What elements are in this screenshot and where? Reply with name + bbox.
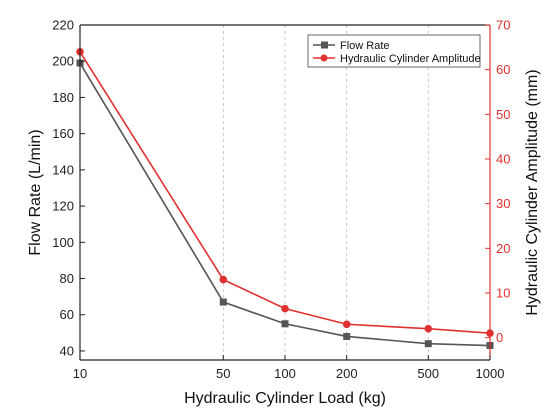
x-tick-label-100: 100 xyxy=(274,366,296,381)
series-line-hydraulic-cylinder-amplitude xyxy=(79,51,491,334)
point-flow-rate-50 xyxy=(219,298,227,306)
y-left-tick-label-120: 120 xyxy=(52,199,74,214)
y-left-tick-label-140: 140 xyxy=(52,162,74,177)
x-tick-label-1000: 1000 xyxy=(476,366,505,381)
y-right-tick-label-50: 50 xyxy=(496,107,510,122)
grid-layer xyxy=(222,25,429,360)
y-right-tick-label-10: 10 xyxy=(496,286,510,301)
y-left-tick-label-200: 200 xyxy=(52,54,74,69)
y-left-tick-label-220: 220 xyxy=(52,18,74,33)
y-left-tick-label-80: 80 xyxy=(60,271,74,286)
x-tick-label-50: 50 xyxy=(216,366,230,381)
x-tick-label-10: 10 xyxy=(73,366,87,381)
legend-box xyxy=(307,34,481,68)
point-hydraulic-cylinder-amplitude-50 xyxy=(219,275,228,284)
legend: Flow Rate Hydraulic Cylinder Amplitude xyxy=(307,34,481,68)
y-right-tick-label-40: 40 xyxy=(496,152,510,167)
point-flow-rate-500 xyxy=(424,340,432,348)
legend-label-flow-rate: Flow Rate xyxy=(340,40,390,52)
x-tick-label-500: 500 xyxy=(417,366,439,381)
y-left-tick-label-180: 180 xyxy=(52,90,74,105)
point-hydraulic-cylinder-amplitude-100 xyxy=(281,304,289,313)
x-tick-label-200: 200 xyxy=(336,366,358,381)
y-axis-left-title: Flow Rate (L/min) xyxy=(27,129,44,255)
point-flow-rate-100 xyxy=(281,320,289,328)
y-axis-right-title: Hydraulic Cylinder Amplitude (mm) xyxy=(524,69,541,315)
point-flow-rate-200 xyxy=(343,332,351,340)
axes-layer: 10 50 100 200 500 100040608010012014016018020… xyxy=(52,18,510,382)
x-axis-title: Hydraulic Cylinder Load (kg) xyxy=(184,390,386,407)
point-hydraulic-cylinder-amplitude-500 xyxy=(424,324,433,333)
legend-marker-amplitude xyxy=(320,54,328,62)
y-left-tick-label-100: 100 xyxy=(52,235,74,250)
series-line-flow-rate xyxy=(79,62,491,347)
y-right-tick-label-20: 20 xyxy=(496,241,510,256)
y-left-tick-label-160: 160 xyxy=(52,126,74,141)
legend-label-amplitude: Hydraulic Cylinder Amplitude xyxy=(340,53,481,65)
y-right-tick-label-30: 30 xyxy=(496,196,510,211)
y-right-tick-label-70: 70 xyxy=(496,18,510,33)
y-left-tick-label-40: 40 xyxy=(60,343,74,358)
point-hydraulic-cylinder-amplitude-200 xyxy=(342,320,351,329)
y-right-tick-label-60: 60 xyxy=(496,62,510,77)
legend-marker-flow-rate xyxy=(321,41,328,49)
y-right-tick-label-0: 0 xyxy=(496,330,503,345)
y-left-tick-label-60: 60 xyxy=(60,307,74,322)
